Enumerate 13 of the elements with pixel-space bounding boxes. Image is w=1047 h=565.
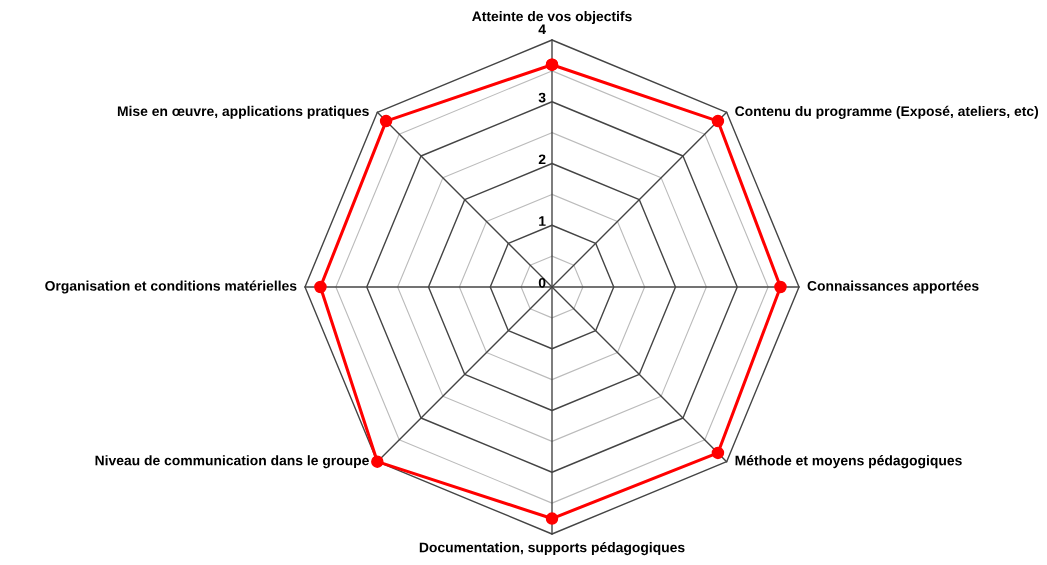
y-tick-label: 4	[538, 24, 546, 35]
spoke-label: Documentation, supports pédagogiques	[419, 542, 685, 556]
spoke-label: Niveau de communication dans le groupe	[95, 455, 369, 469]
spoke-label: Mise en œuvre, applications pratiques	[117, 105, 369, 119]
spoke-label: Méthode et moyens pédagogiques	[735, 455, 962, 469]
spoke-label: Contenu du programme (Exposé, ateliers, etc)	[735, 105, 1039, 119]
spoke-label: Organisation et conditions matérielles	[45, 280, 297, 294]
y-tick-label: 3	[538, 92, 546, 103]
y-tick-label: 0	[538, 277, 546, 288]
spoke-label: Connaissances apportées	[807, 280, 979, 294]
spoke-label: Atteinte de vos objectifs	[472, 11, 632, 24]
y-tick-label: 2	[538, 154, 546, 165]
y-tick-label: 1	[539, 216, 546, 226]
